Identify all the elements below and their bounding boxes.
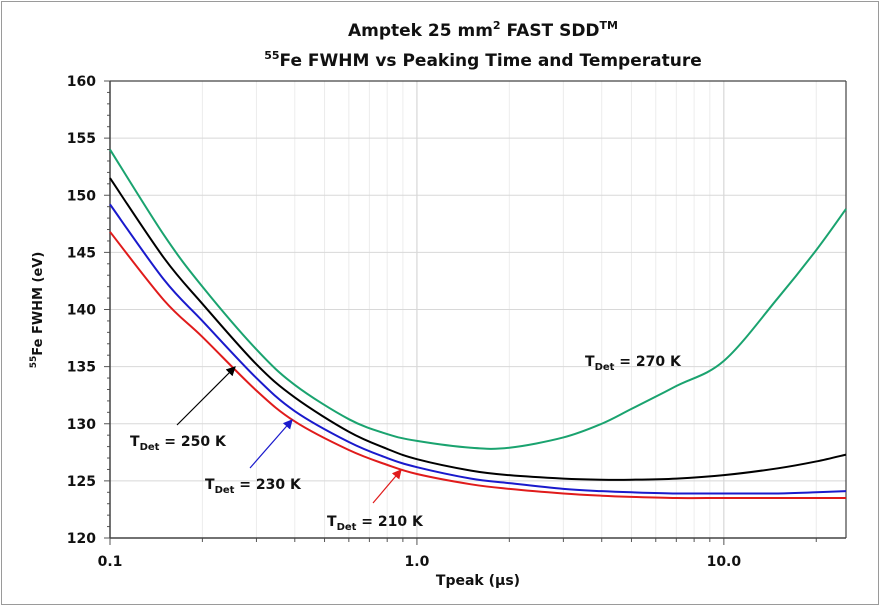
series-line-210K	[109, 231, 846, 500]
y-tick-label: 120	[67, 531, 96, 547]
series-line-270K	[109, 149, 847, 450]
annotation-sub: Det	[215, 485, 235, 496]
annotation-value: = 250 K	[159, 434, 227, 450]
y-tick-label: 135	[67, 360, 96, 376]
chart-title-line1: Amptek 25 mm2 FAST SDDTM	[348, 19, 618, 41]
y-tick-label: 140	[67, 303, 96, 319]
annotation-arrow	[176, 366, 236, 426]
annotation-value: = 210 K	[356, 514, 424, 530]
annotation-t: T	[130, 434, 140, 450]
x-axis-label: Tpeak (µs)	[436, 573, 520, 589]
y-tick-label: 160	[67, 74, 96, 90]
x-tick-label: 0.1	[98, 554, 123, 570]
y-tick-label: 145	[67, 245, 96, 261]
y-tick-label: 130	[67, 417, 96, 433]
annotation-t: T	[585, 354, 595, 370]
annotation-label: TDet = 210 K	[327, 514, 424, 533]
annotation-label: TDet = 230 K	[205, 477, 302, 496]
series-line-230K	[109, 203, 847, 495]
annotation-sub: Det	[595, 362, 615, 373]
annotation-arrow	[249, 419, 293, 469]
annotation-arrow	[372, 469, 402, 504]
annotation-t: T	[327, 514, 337, 530]
x-tick-label: 1.0	[405, 554, 430, 570]
annotation-label: TDet = 270 K	[585, 354, 682, 373]
y-tick-label: 125	[67, 474, 96, 490]
annotation-sub: Det	[337, 522, 357, 533]
annotation-sub: Det	[140, 442, 160, 453]
y-axis-label: 55Fe FWHM (eV)	[29, 252, 46, 369]
y-tick-label: 155	[67, 131, 96, 147]
series-line-250K	[109, 177, 847, 481]
y-tick-label: 150	[67, 188, 96, 204]
chart-title-line2: 55Fe FWHM vs Peaking Time and Temperatur…	[264, 49, 702, 71]
annotation-t: T	[205, 477, 215, 493]
annotation-label: TDet = 250 K	[130, 434, 227, 453]
annotation-value: = 270 K	[614, 354, 682, 370]
x-tick-label: 10.0	[707, 554, 742, 570]
annotation-value: = 230 K	[234, 477, 302, 493]
